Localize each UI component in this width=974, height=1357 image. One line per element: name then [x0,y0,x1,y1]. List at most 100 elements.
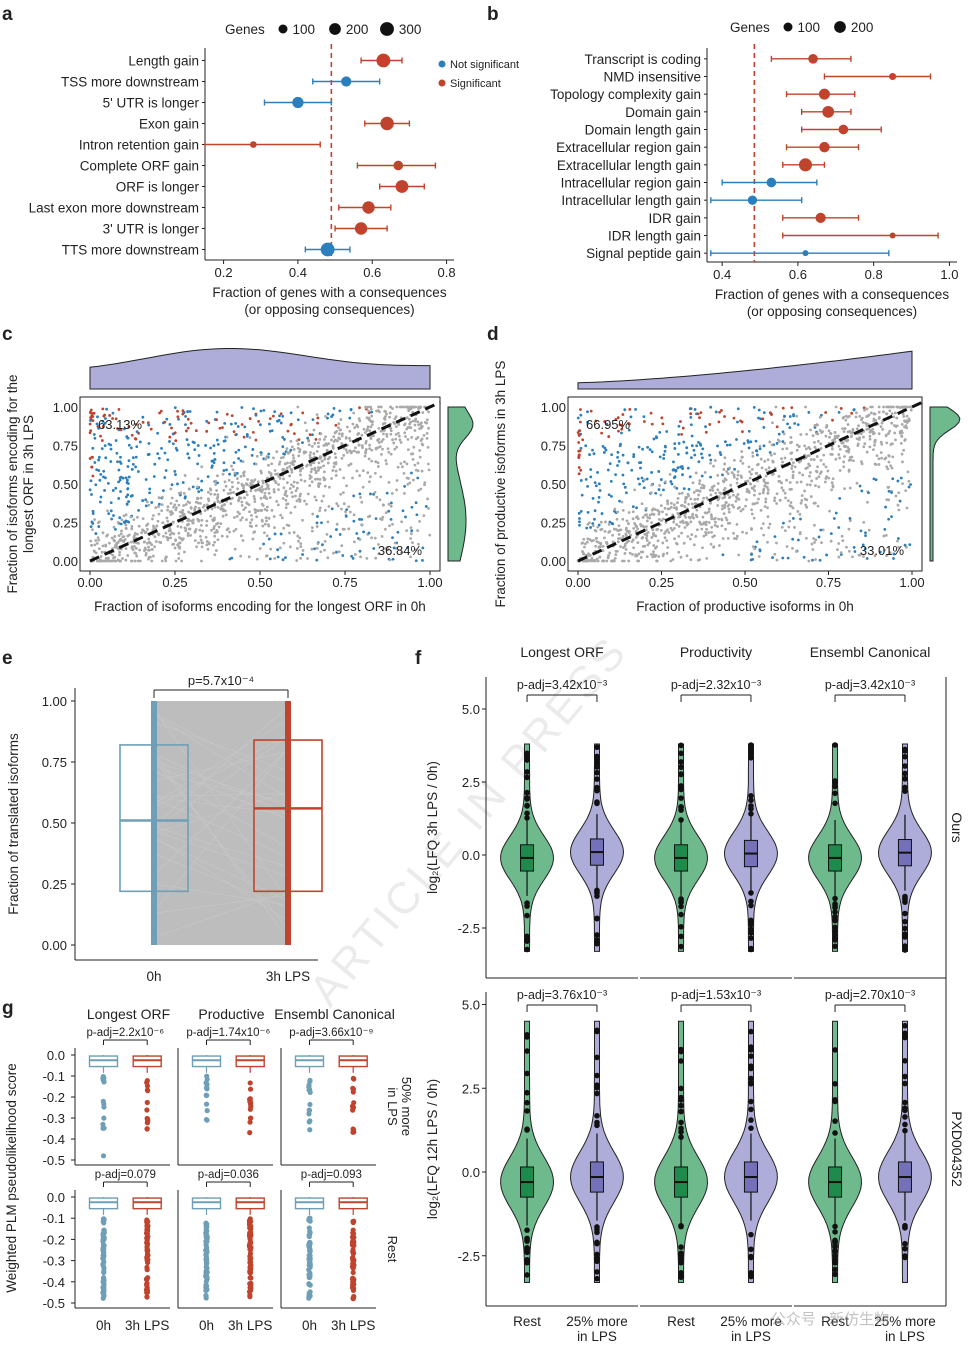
scatter-point [825,553,828,557]
scatter-point [244,506,247,510]
scatter-point [157,456,161,460]
scatter-point [672,503,676,507]
box [294,1055,325,1068]
scatter-point [368,447,372,451]
legend-size-label: 100 [293,22,316,37]
scatter-point [796,538,800,542]
scatter-point [686,522,690,526]
scatter-point [133,559,137,563]
scatter-point [843,487,846,491]
x-tick-label: 0.4 [289,265,307,280]
scatter-point [107,541,111,545]
outlier-point [307,1274,313,1280]
scatter-point [798,471,801,475]
paired-line [153,751,289,782]
scatter-point [322,494,326,498]
scatter-point [788,519,792,523]
scatter-point [767,526,771,530]
scatter-point [735,481,739,485]
outlier-point [100,1261,106,1267]
outlier-point [678,1222,684,1229]
scatter-point [631,517,635,521]
scatter-point [187,510,190,514]
outlier-point [902,1080,908,1087]
scatter-point [421,411,425,414]
scatter-point [624,547,628,551]
scatter-point [642,415,646,419]
scatter-point [792,414,795,418]
scatter-point [303,479,307,483]
scatter-point [807,446,811,449]
scatter-point [684,520,688,524]
outlier-point [748,797,754,804]
scatter-point [351,422,355,426]
scatter-point [789,451,793,455]
scatter-point [735,523,739,526]
outlier-point [832,943,838,950]
scatter-point [714,520,717,524]
y-tick-label: 0.00 [53,554,78,569]
scatter-point [221,472,225,476]
scatter-point [689,456,693,460]
scatter-point [596,525,600,529]
scatter-point [165,516,169,520]
scatter-point [394,433,398,436]
scatter-point [373,536,377,540]
scatter-point [895,416,899,420]
paired-line [153,758,289,931]
scatter-point [230,556,234,560]
scatter-point [298,448,302,451]
scatter-point [141,528,144,532]
x-axis-title: Fraction of isoforms encoding for the lo… [94,599,426,614]
x-axis-title: Fraction of genes with a consequences [715,287,949,302]
scatter-point [358,549,362,553]
scatter-point [339,492,343,496]
scatter-point [416,476,420,480]
scatter-point [380,440,384,443]
scatter-point [577,429,581,433]
scatter-point [347,463,351,467]
scatter-point [189,511,193,515]
scatter-point [135,541,138,545]
scatter-point [152,526,156,530]
scatter-point [174,538,177,542]
scatter-point [765,485,769,489]
scatter-point [781,440,785,443]
scatter-point [641,516,645,519]
scatter-point [872,412,876,416]
scatter-point [652,437,656,441]
y-tick-label: -0.4 [43,1275,65,1290]
scatter-point [369,405,373,409]
outlier-point [203,1116,210,1123]
scatter-point [618,499,621,503]
scatter-point [235,514,239,518]
outlier-point [204,1276,210,1282]
scatter-point [362,530,366,534]
scatter-point [262,542,265,546]
scatter-point [658,430,662,434]
scatter-point [786,422,789,426]
scatter-point [248,524,252,528]
scatter-point [269,472,273,476]
estimate-point [354,222,368,235]
outlier-point [524,1272,530,1278]
scatter-point [338,432,341,436]
scatter-point [862,555,865,558]
scatter-point [151,554,155,558]
scatter-point [775,502,779,505]
y-tick-label: -0.2 [43,1232,65,1247]
scatter-point [737,553,741,557]
scatter-point [367,480,371,484]
scatter-point [352,449,356,453]
scatter-point [353,426,357,430]
scatter-point [198,528,202,532]
scatter-point [649,491,653,494]
outlier-point [100,1073,106,1080]
scatter-point [805,432,809,436]
scatter-point [579,510,583,513]
scatter-point [342,476,346,480]
scatter-point [695,444,699,448]
scatter-point [358,474,362,477]
scatter-point [99,472,103,476]
scatter-point [160,509,164,513]
